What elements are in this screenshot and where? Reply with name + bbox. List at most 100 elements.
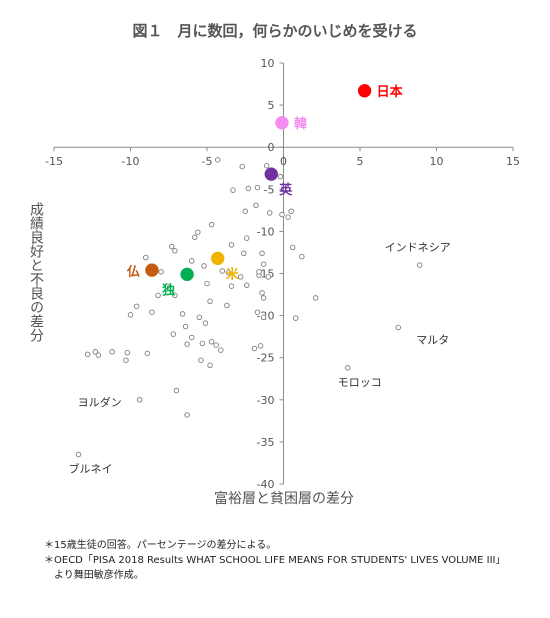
data-point — [196, 314, 203, 321]
data-point — [225, 269, 232, 276]
data-point — [219, 268, 226, 274]
data-point — [214, 157, 221, 163]
data-point — [158, 269, 164, 275]
data-point — [109, 349, 115, 355]
data-point — [265, 274, 271, 280]
x-axis-title: 富裕層と貧困層の差分 — [214, 490, 354, 507]
axes: -15-10-50510151050-5-10-15-20-25-30-35-4… — [45, 57, 520, 491]
data-point — [245, 185, 252, 192]
data-point — [164, 283, 170, 289]
y-tick-label: -40 — [257, 478, 275, 491]
highlight-point — [145, 263, 159, 277]
data-point — [312, 295, 319, 301]
data-point — [208, 338, 215, 345]
data-point — [143, 254, 149, 261]
data-point — [240, 250, 247, 257]
data-point — [259, 250, 265, 257]
data-point — [202, 320, 209, 326]
y-tick-label: -30 — [257, 394, 275, 407]
data-point — [127, 312, 134, 318]
data-point — [75, 451, 82, 458]
highlight-label: 米 — [226, 266, 240, 282]
data-point — [170, 331, 177, 337]
point-label: ヨルダン — [78, 395, 122, 409]
data-point — [244, 282, 250, 289]
chart-title: 図１ 月に数回，何らかのいじめを受ける — [132, 22, 417, 40]
x-tick-label: 0 — [280, 155, 287, 168]
data-point — [188, 334, 195, 341]
data-point — [237, 274, 244, 280]
y-tick-label: 10 — [261, 57, 275, 70]
data-point — [149, 309, 155, 315]
data-point — [299, 253, 305, 260]
x-tick-label: -15 — [45, 155, 63, 168]
data-point — [207, 362, 213, 369]
data-point — [123, 357, 129, 363]
y-tick-label: -25 — [257, 352, 275, 365]
data-point — [182, 323, 189, 330]
data-point — [263, 162, 270, 169]
data-point — [169, 243, 175, 250]
data-point — [345, 365, 351, 371]
point-label: マルタ — [416, 333, 449, 346]
data-point — [173, 387, 180, 394]
data-point — [218, 347, 224, 353]
data-point — [260, 314, 267, 321]
data-point — [179, 311, 186, 317]
data-point — [256, 269, 262, 275]
data-point — [95, 352, 102, 358]
data-point — [92, 349, 99, 355]
note-line: より舞田敏彦作成。 — [44, 570, 144, 581]
data-point — [155, 292, 161, 299]
data-point — [244, 235, 250, 241]
data-point — [257, 343, 264, 349]
data-point — [230, 187, 236, 193]
data-point — [124, 349, 131, 356]
data-point — [277, 173, 284, 180]
data-point — [292, 315, 299, 321]
y-tick-label: 0 — [268, 141, 275, 154]
data-point — [239, 163, 245, 170]
data-point — [289, 244, 296, 251]
data-point — [188, 258, 195, 264]
data-point — [199, 340, 206, 347]
point-label: ブルネイ — [68, 462, 112, 476]
data-point — [201, 263, 207, 269]
data-point — [224, 302, 230, 309]
data-point — [254, 309, 261, 315]
notes: ＊15歳生徒の回答。パーセンテージの差分による。 ＊OECD「PISA 2018… — [44, 538, 534, 583]
y-tick-label: 5 — [268, 99, 275, 112]
point-label: インドネシア — [385, 241, 451, 254]
data-point — [279, 211, 285, 218]
data-point — [259, 290, 265, 296]
data-point — [260, 261, 267, 267]
points-others — [84, 157, 319, 418]
data-point — [266, 210, 273, 216]
data-point — [144, 350, 151, 357]
highlight-label: 英 — [278, 182, 293, 198]
note-line: ＊15歳生徒の回答。パーセンテージの差分による。 — [44, 540, 277, 551]
data-point — [133, 303, 140, 310]
x-tick-label: -5 — [202, 155, 213, 168]
data-point — [288, 208, 294, 214]
data-point — [228, 283, 235, 289]
data-point — [253, 202, 259, 209]
data-point — [251, 345, 258, 352]
data-point — [198, 357, 204, 363]
data-point — [195, 229, 201, 235]
data-point — [172, 292, 178, 299]
data-point — [192, 234, 198, 241]
x-tick-label: 10 — [430, 155, 444, 168]
highlight-point — [210, 251, 225, 266]
data-point — [228, 242, 235, 248]
highlight-label: 日本 — [377, 84, 403, 100]
data-point — [242, 208, 248, 214]
data-point — [208, 221, 215, 228]
note-line: ＊OECD「PISA 2018 Results WHAT SCHOOL LIFE… — [44, 555, 506, 566]
data-point — [207, 298, 213, 305]
y-tick-label: -10 — [257, 225, 275, 238]
data-point — [136, 397, 143, 403]
